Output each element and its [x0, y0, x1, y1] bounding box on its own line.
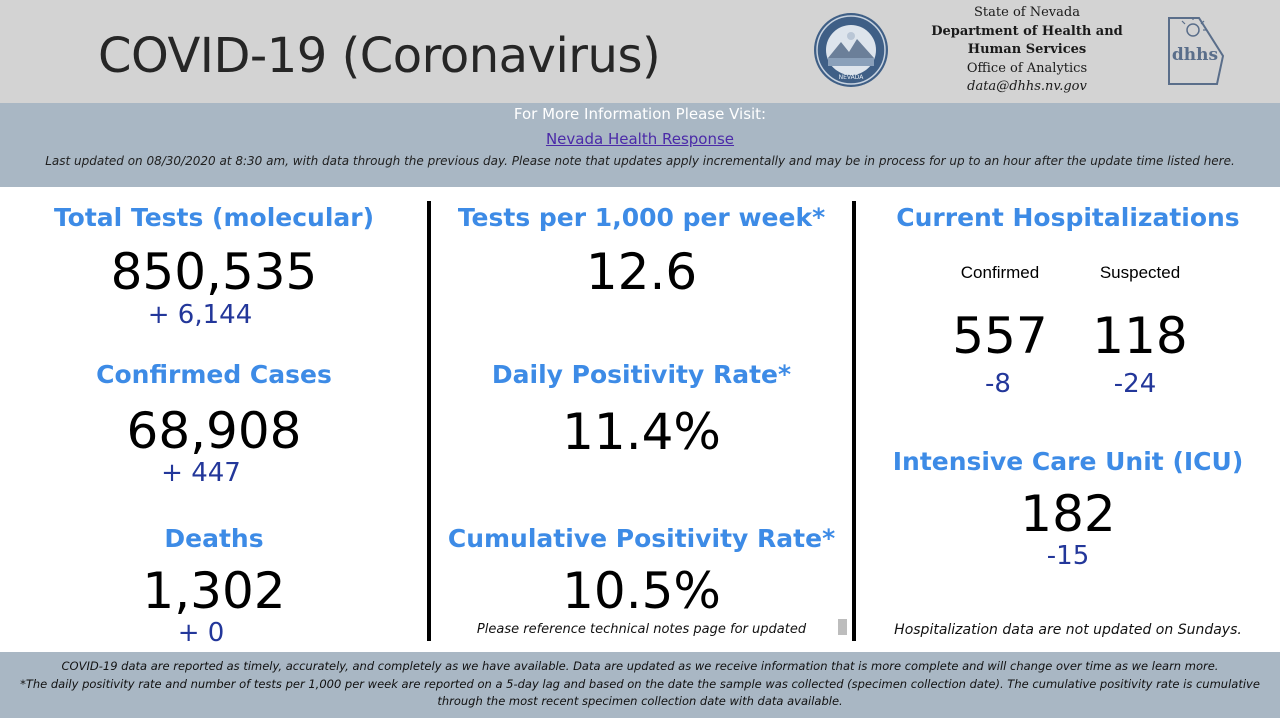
confirmed-cases-label: Confirmed Cases	[96, 360, 332, 389]
footer-line-1: COVID-19 data are reported as timely, ac…	[61, 659, 1219, 673]
column-divider-right	[852, 201, 856, 641]
daily-positivity-label: Daily Positivity Rate*	[491, 360, 792, 389]
confirmed-cases-value: 68,908	[126, 402, 302, 460]
page-title: COVID-19 (Coronavirus)	[98, 28, 661, 84]
confirmed-hosp-value: 557	[952, 307, 1048, 365]
cumulative-positivity-value: 10.5%	[562, 562, 721, 620]
svg-text:NEVADA: NEVADA	[839, 74, 865, 81]
footer-line-2: *The daily positivity rate and number of…	[20, 676, 1260, 709]
last-updated-text: Last updated on 08/30/2020 at 8:30 am, w…	[45, 154, 1235, 168]
confirmed-label: Confirmed	[960, 263, 1040, 282]
total-tests-delta: + 6,144	[147, 300, 253, 330]
total-tests-label: Total Tests (molecular)	[53, 203, 375, 232]
dept-name-line2: Human Services	[967, 42, 1087, 57]
nevada-health-response-link[interactable]: Nevada Health Response	[545, 130, 735, 148]
scrollbar-thumb[interactable]	[838, 619, 847, 635]
info-link-row: Nevada Health Response	[0, 130, 1280, 148]
column-divider-left	[427, 201, 431, 641]
technical-notes-text: Please reference technical notes page fo…	[476, 622, 807, 637]
nevada-seal-icon: NEVADA	[814, 13, 888, 87]
footer: COVID-19 data are reported as timely, ac…	[0, 652, 1280, 718]
dhhs-logo-icon: dhhs	[1168, 17, 1225, 85]
hospitalization-note: Hospitalization data are not updated on …	[894, 622, 1242, 638]
daily-positivity-value: 11.4%	[562, 403, 721, 461]
icu-label: Intensive Care Unit (ICU)	[892, 447, 1244, 476]
cumulative-positivity-label: Cumulative Positivity Rate*	[447, 524, 836, 553]
suspected-label: Suspected	[1099, 263, 1181, 282]
footer-text: COVID-19 data are reported as timely, ac…	[6, 658, 1274, 711]
confirmed-hosp-delta: -8	[985, 369, 1011, 399]
deaths-delta: + 0	[177, 618, 225, 648]
current-hospitalizations-label: Current Hospitalizations	[896, 203, 1240, 232]
visit-text: For More Information Please Visit:	[513, 105, 767, 123]
dept-office: Office of Analytics	[966, 60, 1088, 76]
svg-text:dhhs: dhhs	[1172, 45, 1218, 65]
deaths-value: 1,302	[142, 562, 286, 620]
confirmed-cases-delta: + 447	[161, 458, 241, 488]
info-band: For More Information Please Visit: Nevad…	[0, 103, 1280, 187]
header: COVID-19 (Coronavirus) NEVADA State of N…	[0, 0, 1280, 103]
dept-name-line1: Department of Health and	[931, 23, 1123, 39]
dept-email: data@dhhs.nv.gov	[967, 79, 1087, 94]
tests-per-1000-value: 12.6	[585, 243, 698, 301]
department-block: State of Nevada Department of Health and…	[917, 4, 1137, 97]
icu-value: 182	[1020, 485, 1116, 543]
icu-delta: -15	[1046, 541, 1090, 571]
dept-state: State of Nevada	[974, 5, 1080, 20]
suspected-hosp-delta: -24	[1113, 369, 1157, 399]
suspected-hosp-value: 118	[1092, 307, 1188, 365]
deaths-label: Deaths	[164, 524, 264, 553]
total-tests-value: 850,535	[110, 243, 318, 301]
tests-per-1000-label: Tests per 1,000 per week*	[457, 203, 826, 232]
